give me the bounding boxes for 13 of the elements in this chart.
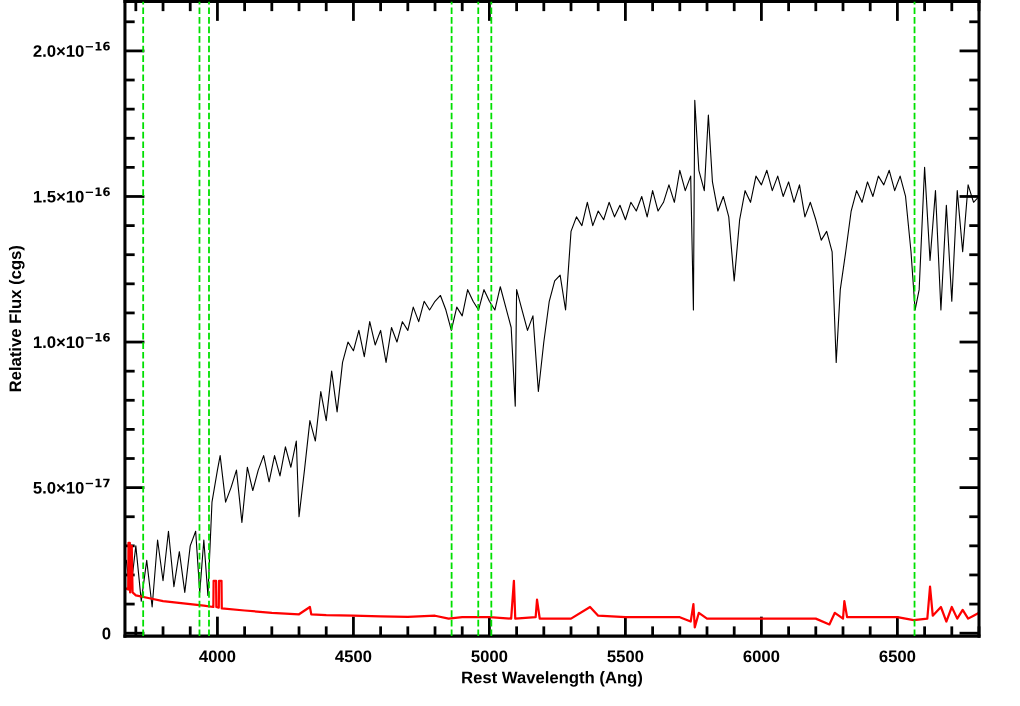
y-tick-label: 2.0×10$^{−16}$	[33, 41, 110, 57]
x-tick-label: 4000	[199, 650, 236, 663]
x-tick-label: 6000	[743, 650, 780, 663]
x-tick-label: 5000	[471, 650, 508, 663]
y-tick-label: 1.0×10$^{−16}$	[33, 332, 110, 349]
y-axis-title: Relative Flux (cgs)	[8, 245, 25, 392]
y-tick-label: 1.5×10$^{−16}$	[33, 187, 110, 203]
x-axis-title: Rest Wavelength (Ang)	[462, 671, 643, 687]
x-tick-label: 6500	[879, 650, 916, 663]
x-tick-label: 5500	[607, 650, 644, 663]
x-tick-label: 4500	[335, 650, 372, 663]
y-tick-label: 5.0×10$^{−17}$	[33, 478, 110, 494]
y-tick-label: 0	[102, 627, 111, 640]
